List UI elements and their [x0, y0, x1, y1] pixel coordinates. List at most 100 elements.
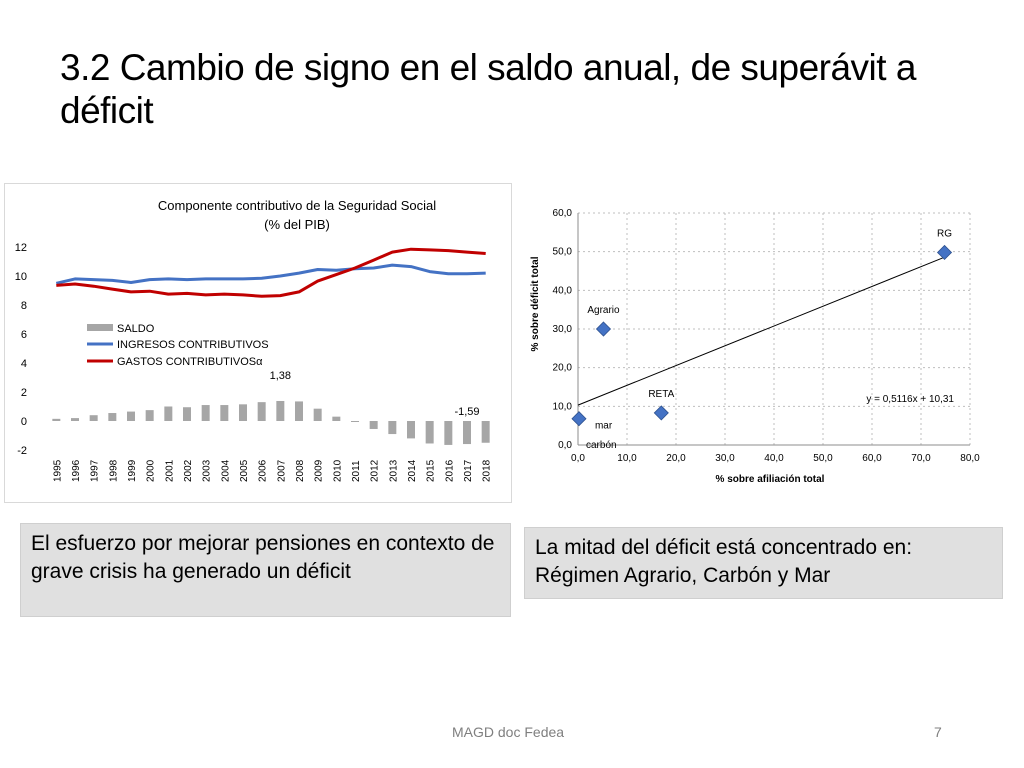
scatter-point: [936, 244, 953, 261]
gastos-line: [56, 247, 486, 298]
saldo-bar: [407, 421, 415, 439]
scatter-ytick-label: 40,0: [553, 285, 573, 296]
saldo-bar: [463, 421, 471, 445]
chart1-xtick-label: 2015: [426, 459, 437, 482]
chart1-xtick-label: 2011: [351, 460, 362, 482]
chart1-xtick-label: 2016: [444, 459, 455, 482]
chart1-xtick-label: 2017: [463, 459, 474, 482]
scatter-point-label: RG: [937, 228, 952, 239]
scatter-point: [595, 321, 612, 337]
chart1-ytick-label: 2: [21, 387, 27, 399]
saldo-bar: [313, 408, 322, 421]
scatter-point-label: carbón: [586, 440, 617, 451]
chart1-xtick-label: 2010: [332, 459, 343, 482]
chart1-xtick-label: 2004: [220, 459, 231, 482]
chart1-xtick-label: 2002: [183, 459, 194, 482]
saldo-bar: [239, 404, 247, 421]
chart1-ytick-label: 8: [21, 300, 27, 312]
chart1-xtick-label: 2009: [314, 459, 325, 482]
scatter-xtick-label: 10,0: [617, 453, 637, 464]
saldo-bar: [351, 421, 359, 422]
saldo-bar: [127, 411, 135, 421]
scatter-ytick-label: 20,0: [553, 363, 573, 374]
slide-title: 3.2 Cambio de signo en el saldo anual, d…: [60, 47, 916, 131]
scatter-xtick-label: 50,0: [813, 453, 833, 464]
chart1-xtick-label: 2005: [239, 459, 250, 482]
page-number: 7: [934, 724, 942, 740]
saldo-bar: [71, 418, 79, 421]
scatter-ytick-label: 0,0: [558, 440, 572, 451]
scatter-trend-label: y = 0,5116x + 10,31: [866, 394, 954, 405]
scatter-xtick-label: 80,0: [960, 453, 980, 464]
saldo-bar: [332, 416, 341, 421]
chart1-xtick-label: 2014: [407, 459, 418, 482]
saldo-bar: [369, 421, 378, 429]
saldo-bar: [201, 405, 210, 421]
saldo-bar: [220, 405, 229, 421]
chart1-ytick-label: -2: [17, 445, 27, 457]
scatter-xtick-label: 20,0: [666, 453, 686, 464]
saldo-bar: [257, 402, 266, 421]
saldo-bar: [276, 400, 285, 421]
saldo-bar: [425, 421, 434, 444]
chart1-ytick-label: 4: [21, 358, 27, 370]
callout-right: La mitad del déficit está concentrado en…: [524, 527, 1003, 599]
chart1-legend: SALDO INGRESOS CONTRIBUTIVOS GASTOS CONT…: [87, 323, 269, 368]
saldo-bar: [183, 407, 191, 421]
saldo-bar: [145, 410, 154, 421]
chart1-xtick-label: 2012: [370, 459, 381, 482]
chart1-title-line1: Componente contributivo de la Seguridad …: [158, 198, 436, 213]
saldo-data-label: 1,38: [270, 370, 291, 382]
scatter-xtick-label: 60,0: [862, 453, 882, 464]
legend-label-ingresos: INGRESOS CONTRIBUTIVOS: [117, 339, 269, 351]
saldo-bar: [108, 413, 117, 421]
scatter-ytick-label: 60,0: [553, 208, 573, 219]
scatter-point: [571, 411, 587, 427]
footer-source: MAGD doc Fedea: [452, 724, 565, 740]
saldo-bar: [52, 418, 61, 421]
scatter-xtick-label: 70,0: [911, 453, 931, 464]
line-bar-chart: Componente contributivo de la Seguridad …: [4, 183, 512, 503]
chart1-ytick-label: 6: [21, 329, 27, 341]
chart1-xtick-label: 2006: [258, 459, 269, 482]
chart1-xtick-label: 2008: [295, 459, 306, 482]
scatter-ytick-label: 30,0: [553, 324, 573, 335]
chart1-xtick-label: 1997: [90, 459, 101, 482]
scatter-trendline: [577, 256, 945, 406]
scatter-xtick-label: 30,0: [715, 453, 735, 464]
scatter-xtick-label: 0,0: [571, 453, 585, 464]
chart1-xtick-label: 1996: [71, 459, 82, 482]
scatter-ytick-label: 50,0: [553, 247, 573, 258]
callout-left: El esfuerzo por mejorar pensiones en con…: [20, 523, 511, 617]
chart1-ytick-label: 10: [15, 271, 27, 283]
chart1-ytick-label: 0: [21, 416, 27, 428]
chart1-xtick-label: 1999: [127, 459, 138, 482]
chart1-xtick-label: 2007: [276, 459, 287, 482]
chart1-xtick-label: 2001: [164, 459, 175, 482]
saldo-bar: [388, 421, 397, 435]
scatter-chart: 0,0 10,0 20,0 30,0 40,0 50,0 60,0 0,0 10,0 20,0 30…: [524, 196, 990, 496]
ingresos-line: [55, 263, 486, 285]
chart1-ytick-label: 12: [15, 242, 27, 254]
legend-label-gastos: GASTOS CONTRIBUTIVOSα: [117, 356, 263, 368]
saldo-data-label: -1,59: [454, 406, 479, 418]
scatter-point-label: Agrario: [587, 305, 620, 316]
scatter-point-label: mar: [595, 421, 613, 432]
saldo-bar: [164, 406, 173, 421]
saldo-bar: [444, 421, 453, 445]
chart1-title-line2: (% del PIB): [264, 217, 330, 232]
chart1-xtick-label: 2000: [146, 459, 157, 482]
saldo-bar: [89, 415, 98, 421]
chart1-xtick-label: 2003: [202, 459, 213, 482]
scatter-point-label: RETA: [648, 389, 674, 400]
legend-label-saldo: SALDO: [117, 323, 155, 335]
chart1-xtick-label: 1995: [52, 459, 63, 482]
scatter-ylabel: % sobre déficit total: [530, 256, 541, 351]
scatter-xtick-label: 40,0: [764, 453, 784, 464]
chart1-xtick-label: 1998: [108, 459, 119, 482]
chart1-xtick-label: 2018: [482, 459, 493, 482]
legend-swatch-saldo: [87, 324, 113, 331]
scatter-xlabel: % sobre afiliación total: [716, 474, 825, 485]
scatter-ytick-label: 10,0: [553, 401, 573, 412]
chart1-xtick-label: 2013: [388, 459, 399, 482]
